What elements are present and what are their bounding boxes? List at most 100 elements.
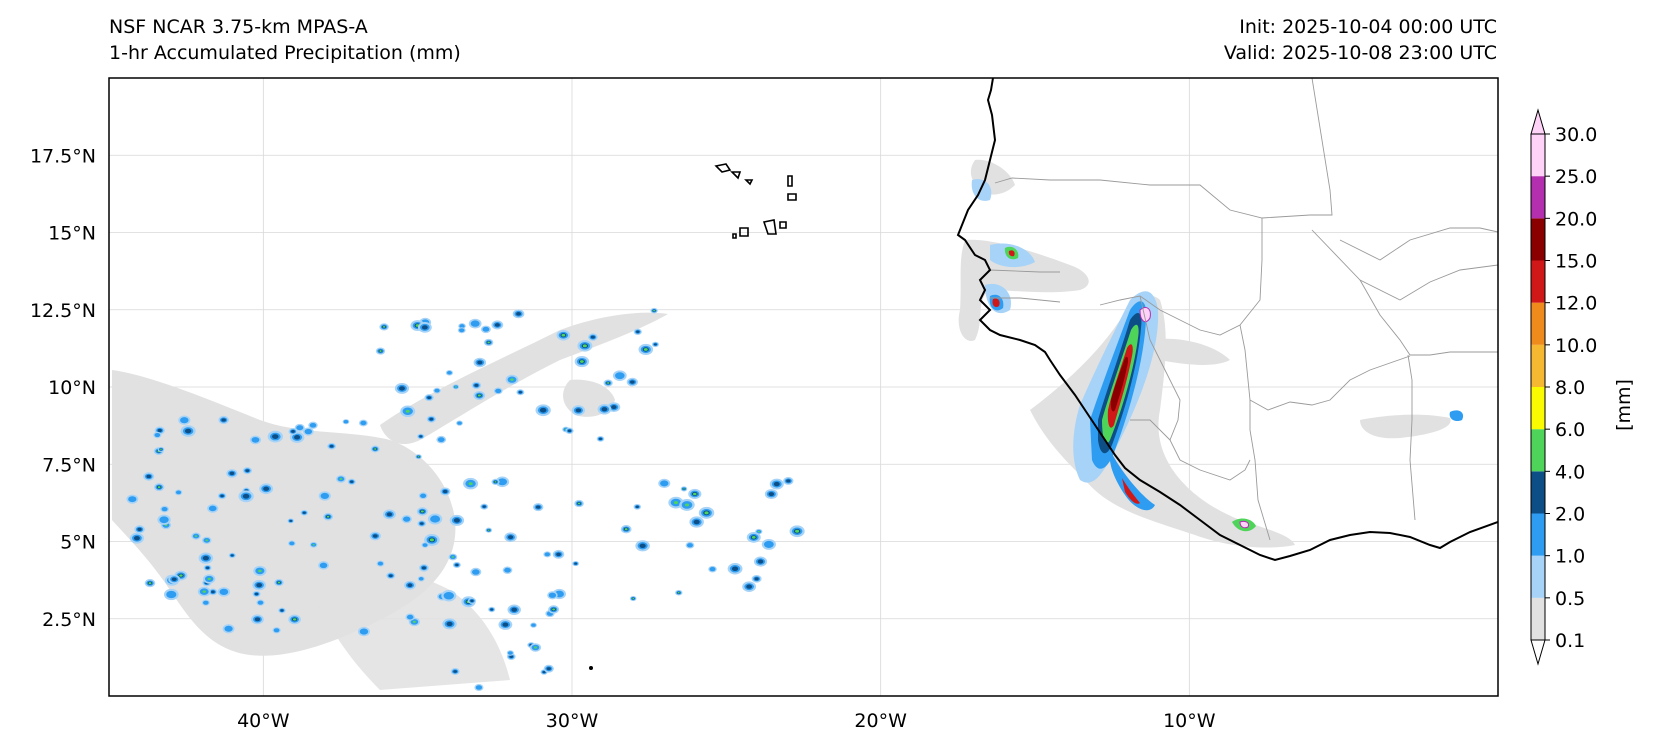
border-senegal-guinea [1099,295,1161,311]
precip-cell-core [289,519,293,522]
island-brava [732,233,737,239]
precip-cell-core [203,600,209,605]
precip-cell-core [251,437,260,443]
precip-cell-core [490,608,494,611]
lon-tick-label: 40°W [237,710,290,732]
precip-cell-core [518,391,523,394]
lat-tick-label: 2.5°N [42,609,96,631]
precip-cell-core [459,328,465,333]
cape-verde-islands [714,163,797,239]
colorbar-tick-label: 12.0 [1555,293,1597,315]
precip-cell-core [427,396,432,400]
colorbar-segment [1531,302,1545,345]
precip-cell-core [475,685,483,690]
precip-cell-core [350,480,354,484]
title-left-block: NSF NCAR 3.75-km MPAS-A 1-hr Accumulated… [109,14,461,66]
border-ivory-guinea [1239,324,1411,411]
island-santiago [762,219,777,235]
precip-cell-core [386,512,393,517]
precip-cell-core [542,670,546,674]
precip-cell-core [544,552,550,557]
precip-cell-core [548,592,557,598]
country-borders [989,78,1498,541]
precip-cell-core [294,435,301,440]
precip-cell-core [256,583,263,588]
precip-cell-core [372,534,378,538]
precip-area-sierra-leone [1150,338,1230,365]
precip-cell-core [494,323,500,327]
precip-cell-core [166,590,177,599]
colorbar-segment [1531,429,1545,472]
lon-tick-label: 30°W [546,710,599,732]
precip-cell-core [277,581,281,584]
colorbar-segment [1531,344,1545,387]
precip-cell-core [495,388,502,394]
island-santa-luzia [744,179,754,186]
precip-cell-core [516,312,521,316]
precip-cell-core [320,492,330,499]
precip-cores [989,246,1464,532]
colorbar-unit-label: [mm] [1613,379,1635,431]
precip-cell-core [511,607,518,612]
precip-cell-core [379,350,382,352]
lon-tick-label: 10°W [1163,710,1216,732]
precip-cells-ocean [126,307,805,692]
precip-cell-core [419,435,423,438]
precip-cell-core [660,480,669,487]
precip-cell-core [546,667,551,671]
border-sierra-liberia [1130,419,1171,441]
precip-cell-core [474,383,479,387]
precip-cell-core [245,469,250,473]
precip-area-ivory-coast [1360,414,1451,439]
precip-cell-core [453,670,458,673]
precip-core-ivory [1449,410,1464,422]
precip-cell-core [507,535,514,540]
precip-cell-core [207,577,211,581]
precip-cell-core [590,335,595,339]
precip-cell-core [786,479,791,483]
island-sal [787,175,793,187]
precip-cell-core [615,372,625,380]
precip-cell-core [624,528,628,531]
precip-cell-core [507,651,513,655]
precip-cell-core [326,515,330,518]
precip-cell-core [412,620,416,623]
precip-cell-core [686,543,693,548]
precip-cell-core [539,407,547,413]
precip-cell-core [477,360,483,365]
precip-cell-core [757,530,760,533]
precip-cell-core [510,378,514,381]
precip-cell-core [403,516,411,522]
precip-cell-core [405,409,410,413]
precip-cell-core [577,502,581,505]
colorbar-tick-label: 1.0 [1555,546,1585,568]
precip-cell-core [430,515,441,523]
lon-tick-label: 20°W [854,710,907,732]
precip-cell-core [635,505,639,508]
precip-cell-core [455,563,459,567]
precip-cell-core [148,582,152,585]
precip-cell-core [482,505,486,508]
precip-cell-core [446,371,452,375]
precip-cell-core [302,511,306,514]
precip-cell-core [254,617,261,622]
colorbar-tick-label: 6.0 [1555,419,1585,441]
precip-cell-core [157,486,161,489]
colorbar-segment [1531,471,1545,514]
precip-cell-core [292,618,297,621]
precip-cell-core [159,516,169,524]
precip-cell-core [420,510,424,513]
precip-cell-core [487,341,490,344]
precip-cell-core [224,625,233,632]
precip-cell-core [470,599,474,603]
precip-area-guinea-coast [1030,296,1295,548]
precip-cell-core [421,566,426,570]
island-maio [779,221,787,229]
precip-cell-core [683,488,685,490]
precip-cell-core [280,609,284,612]
precip-cell-core [567,429,572,433]
border-ivory-ghana [1407,354,1416,521]
precip-cell-core [556,552,561,557]
precip-cell-core [795,529,800,533]
island-fogo [739,227,749,237]
